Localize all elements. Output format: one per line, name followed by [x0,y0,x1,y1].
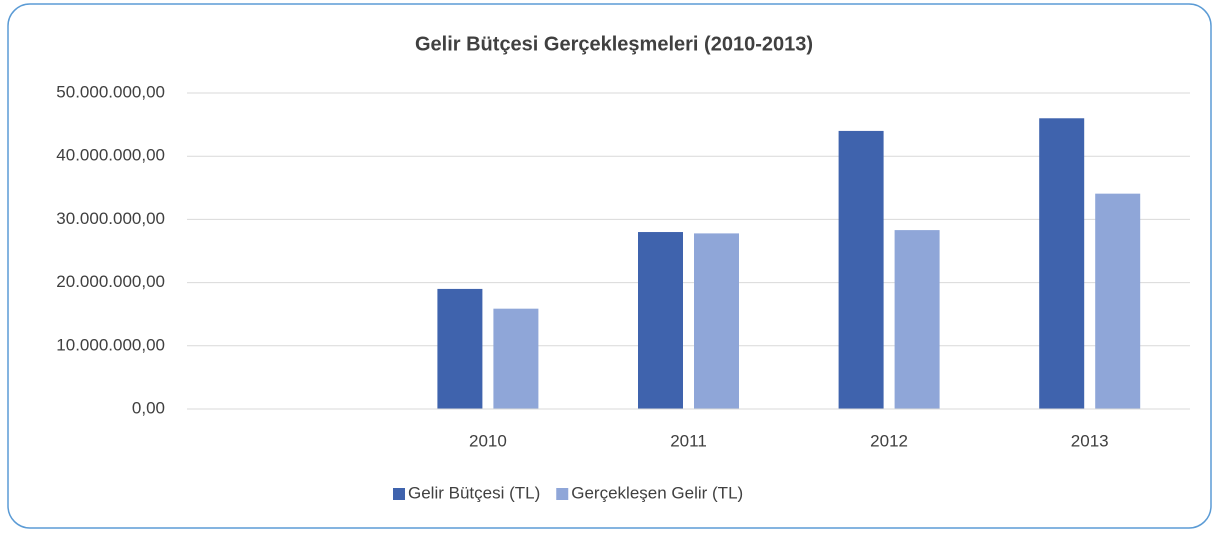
legend-swatch [556,488,569,500]
bar [894,230,940,409]
y-tick-label: 30.000.000,00 [56,209,165,228]
x-tick-label: 2013 [1071,431,1109,450]
bar [1095,193,1141,409]
chart-title: Gelir Bütçesi Gerçekleşmeleri (2010-2013… [415,33,813,55]
bar [638,232,683,409]
chart-border [7,3,1212,529]
bar [1039,118,1085,409]
legend-label: Gerçekleşen Gelir (TL) [571,483,743,502]
y-tick-label: 50.000.000,00 [56,82,165,101]
x-tick-label: 2012 [870,431,908,450]
x-tick-label: 2011 [670,431,707,450]
x-tick-label: 2010 [469,431,507,450]
legend-label: Gelir Bütçesi (TL) [408,483,540,502]
bar [493,308,539,409]
bar [694,233,739,409]
y-tick-label: 20.000.000,00 [56,272,165,291]
y-tick-label: 10.000.000,00 [56,335,165,354]
y-tick-label: 0,00 [132,398,165,417]
legend-swatch [393,488,405,500]
y-tick-label: 40.000.000,00 [56,146,165,165]
bar [838,130,884,410]
bar [437,288,483,409]
